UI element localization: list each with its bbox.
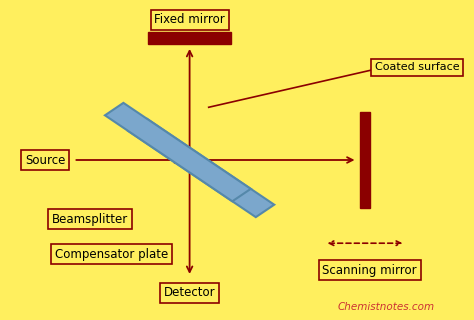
- Text: Detector: Detector: [164, 286, 215, 299]
- Text: Fixed mirror: Fixed mirror: [154, 13, 225, 26]
- Text: Chemistnotes.com: Chemistnotes.com: [338, 302, 435, 312]
- Polygon shape: [128, 119, 274, 217]
- Bar: [360, 112, 370, 208]
- Polygon shape: [105, 103, 251, 201]
- Text: Compensator plate: Compensator plate: [55, 248, 168, 261]
- Text: Scanning mirror: Scanning mirror: [322, 264, 417, 277]
- Text: Coated surface: Coated surface: [375, 62, 459, 72]
- Bar: [148, 32, 231, 44]
- Text: Source: Source: [25, 154, 65, 166]
- Text: Beamsplitter: Beamsplitter: [52, 213, 128, 226]
